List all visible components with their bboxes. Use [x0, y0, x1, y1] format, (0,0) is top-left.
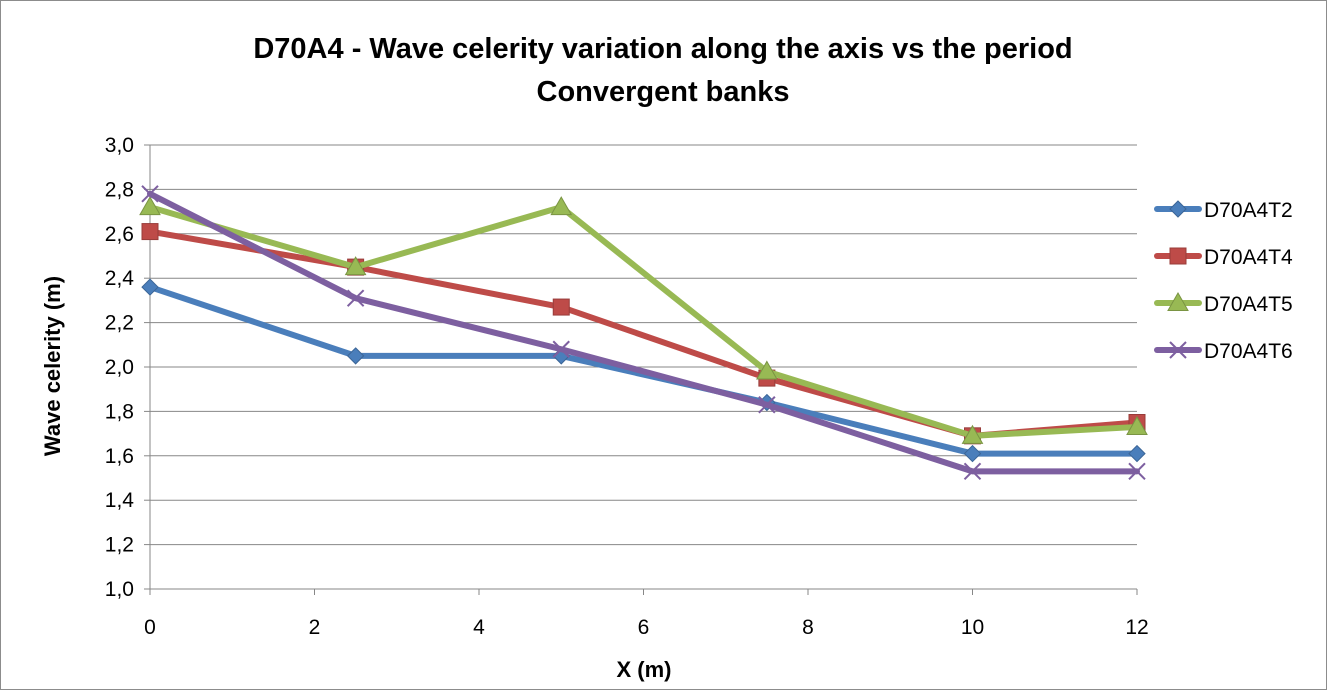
legend-label: D70A4T4 — [1204, 246, 1293, 269]
data-point — [1126, 415, 1148, 435]
data-point — [963, 444, 982, 463]
x-tick-label: 8 — [802, 616, 814, 639]
legend-item: D70A4T2 — [1154, 199, 1293, 222]
data-point — [344, 256, 367, 276]
data-point — [550, 196, 573, 216]
x-tick-label: 10 — [961, 616, 984, 639]
legend-item: D70A4T4 — [1154, 246, 1293, 269]
data-point — [141, 223, 159, 241]
data-point — [961, 424, 984, 444]
y-tick-label: 1,2 — [105, 534, 134, 557]
series-D70A4T6 — [141, 185, 1146, 481]
y-axis-label: Wave celerity (m) — [40, 276, 65, 456]
series-group — [139, 185, 1148, 481]
y-tick-label: 1,8 — [105, 400, 134, 423]
series-line — [147, 190, 1140, 475]
gridlines — [150, 144, 1137, 546]
y-tick-label: 2,0 — [105, 356, 134, 379]
data-point — [141, 278, 159, 296]
y-tick-label: 2,4 — [105, 267, 135, 290]
data-point — [758, 396, 776, 414]
legend-item: D70A4T6 — [1154, 340, 1293, 363]
y-tick-label: 2,6 — [105, 223, 134, 246]
data-point — [346, 289, 365, 307]
x-tick-label: 12 — [1125, 616, 1148, 639]
x-tick-label: 2 — [309, 616, 321, 639]
x-tick-label: 4 — [473, 616, 485, 639]
x-axis-label: X (m) — [617, 657, 672, 682]
data-point — [552, 298, 570, 316]
data-point — [1128, 444, 1146, 463]
legend-marker — [1169, 341, 1187, 359]
tick-labels: 1,0 1,2 1,4 1,6 1,8 2,0 2,2 2,4 2,6 2,8 3,0 0 2 4 6 8 10… — [105, 134, 1149, 639]
data-point — [552, 340, 570, 358]
y-tick-label: 1,0 — [105, 578, 134, 601]
legend-label: D70A4T6 — [1204, 340, 1293, 363]
data-point — [756, 360, 778, 380]
x-tick-label: 6 — [638, 616, 650, 639]
data-point — [963, 462, 982, 481]
legend-marker — [1169, 200, 1187, 218]
data-point — [1128, 462, 1146, 481]
y-tick-label: 2,8 — [105, 178, 134, 201]
legend-item: D70A4T5 — [1154, 291, 1293, 316]
y-tick-label: 2,2 — [105, 312, 134, 335]
data-point — [141, 185, 159, 203]
legend: D70A4T2 D70A4T4 D70A4T5 D70A4T6 — [1154, 199, 1293, 363]
legend-marker — [1169, 247, 1187, 265]
x-tick-label: 0 — [144, 616, 156, 639]
legend-marker — [1167, 291, 1189, 311]
chart-subtitle: Convergent banks — [537, 76, 790, 108]
legend-label: D70A4T5 — [1204, 293, 1293, 316]
y-tick-label: 3,0 — [105, 134, 134, 157]
y-tick-label: 1,4 — [105, 489, 135, 512]
series-D70A4T5 — [139, 196, 1148, 444]
chart-title: D70A4 - Wave celerity variation along th… — [253, 33, 1072, 65]
data-point — [139, 196, 161, 216]
data-point — [346, 347, 365, 365]
series-line — [147, 204, 1140, 439]
y-tick-label: 1,6 — [105, 445, 134, 468]
legend-label: D70A4T2 — [1204, 199, 1293, 222]
